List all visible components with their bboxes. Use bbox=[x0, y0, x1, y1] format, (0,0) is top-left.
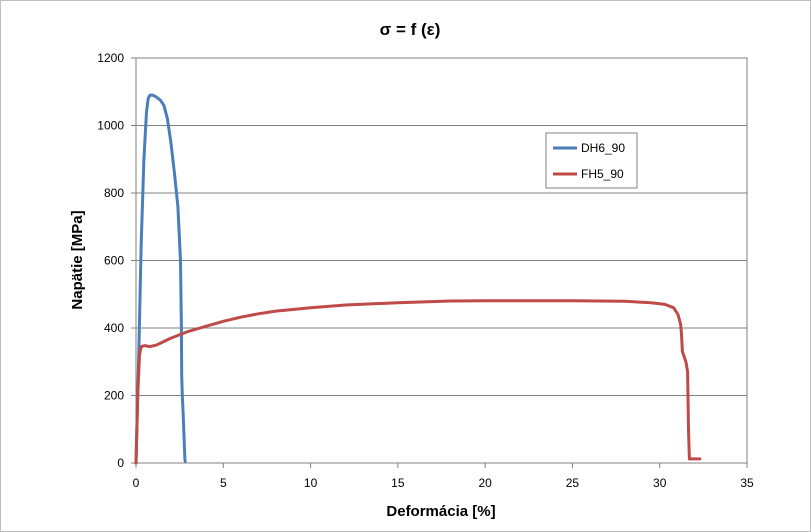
y-tick-label: 800 bbox=[104, 186, 124, 200]
x-tick-label: 35 bbox=[740, 476, 754, 490]
x-tick-label: 25 bbox=[566, 476, 580, 490]
x-tick-label: 20 bbox=[478, 476, 492, 490]
chart-title: σ = f (ε) bbox=[380, 20, 441, 39]
series-lines bbox=[134, 93, 702, 465]
y-tick-label: 600 bbox=[104, 254, 124, 268]
x-tick-label: 10 bbox=[304, 476, 318, 490]
legend-label-dh6-90: DH6_90 bbox=[581, 141, 625, 155]
series-line-dh6-90 bbox=[134, 93, 187, 465]
legend: DH6_90 FH5_90 bbox=[545, 132, 638, 189]
x-tick-label: 15 bbox=[391, 476, 405, 490]
y-tick-label: 0 bbox=[117, 456, 124, 470]
legend-label-fh5-90: FH5_90 bbox=[581, 167, 624, 181]
y-tick-label: 200 bbox=[104, 389, 124, 403]
x-tick-label: 0 bbox=[133, 476, 140, 490]
y-axis-ticks: 0 200 400 600 800 1000 1200 bbox=[97, 51, 136, 470]
y-tick-label: 400 bbox=[104, 321, 124, 335]
y-axis-label: Napätie [MPa] bbox=[69, 210, 86, 309]
legend-box bbox=[545, 132, 638, 189]
y-tick-label: 1000 bbox=[97, 119, 124, 133]
x-axis-ticks: 0 5 10 15 20 25 30 35 bbox=[133, 463, 754, 490]
y-tick-label: 1200 bbox=[97, 51, 124, 65]
x-axis-label: Deformácia [%] bbox=[386, 503, 495, 520]
x-tick-label: 30 bbox=[653, 476, 667, 490]
gridlines bbox=[136, 57, 747, 396]
series-line-fh5-90 bbox=[134, 299, 702, 465]
x-tick-label: 5 bbox=[220, 476, 227, 490]
